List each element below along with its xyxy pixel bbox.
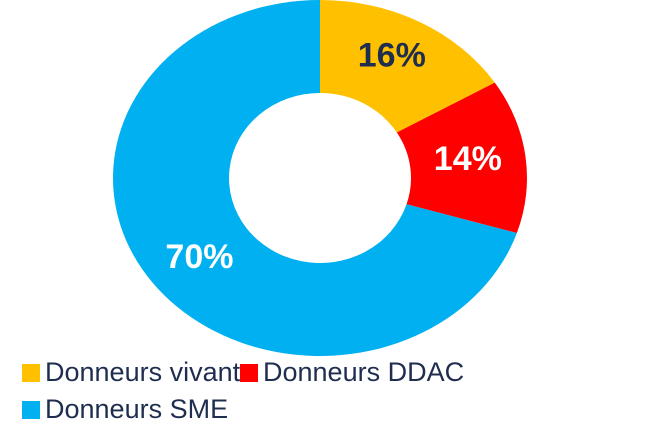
legend-swatch [22, 364, 40, 382]
value-label: 70% [165, 238, 233, 276]
slice [113, 0, 517, 356]
slice [320, 0, 495, 133]
legend-swatch [240, 364, 258, 382]
value-label: 16% [358, 36, 426, 74]
legend-label: Donneurs DDAC [263, 357, 464, 387]
value-label: 14% [434, 140, 502, 178]
legend-swatch [22, 401, 40, 419]
slice [396, 82, 527, 234]
legend-label: Donneurs vivants [45, 357, 254, 387]
legend-label: Donneurs SME [45, 394, 228, 424]
